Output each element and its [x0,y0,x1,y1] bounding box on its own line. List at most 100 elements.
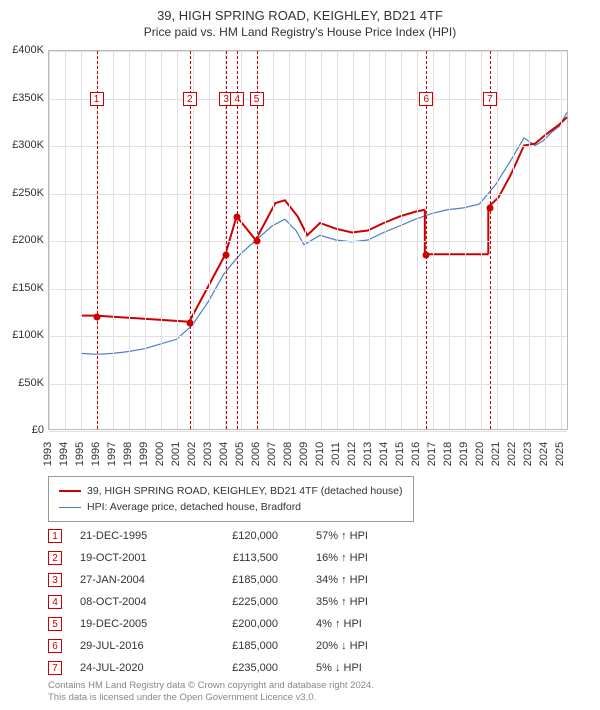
gridline-horizontal [49,431,567,432]
transaction-pct: 35% ↑ HPI [296,596,416,608]
transactions-table: 121-DEC-1995£120,00057% ↑ HPI 2 19-OCT-200… [48,525,416,679]
transaction-marker-box: 1 [90,92,104,106]
gridline-vertical [177,51,178,429]
transaction-date: 08-OCT-2004 [80,596,180,608]
gridline-vertical [209,51,210,429]
transaction-pct: 57% ↑ HPI [296,530,416,542]
legend-label: 39, HIGH SPRING ROAD, KEIGHLEY, BD21 4TF… [87,483,403,499]
transaction-marker-box: 5 [250,92,264,106]
transaction-pct: 4% ↑ HPI [296,618,416,630]
y-axis-tick-label: £400K [4,44,44,56]
x-axis-tick-label: 2025 [554,442,566,466]
x-axis-tick-label: 2008 [282,442,294,466]
gridline-vertical [465,51,466,429]
x-axis-tick-label: 1998 [122,442,134,466]
chart-subtitle: Price paid vs. HM Land Registry's House … [0,23,600,45]
transaction-pct: 34% ↑ HPI [296,574,416,586]
x-axis-tick-label: 2022 [506,442,518,466]
transaction-marker-line [226,51,227,429]
legend-item: HPI: Average price, detached house, Brad… [59,499,403,515]
x-axis-tick-label: 1994 [58,442,70,466]
transaction-row: 121-DEC-1995£120,00057% ↑ HPI [48,525,416,547]
transaction-marker-line [190,51,191,429]
gridline-vertical [113,51,114,429]
gridline-vertical [305,51,306,429]
legend: 39, HIGH SPRING ROAD, KEIGHLEY, BD21 4TF… [48,476,414,522]
transaction-pct: 20% ↓ HPI [296,640,416,652]
gridline-vertical [529,51,530,429]
transaction-price: £225,000 [198,596,278,608]
x-axis-tick-label: 2015 [394,442,406,466]
gridline-vertical [65,51,66,429]
x-axis-tick-label: 2001 [170,442,182,466]
transaction-price: £113,500 [198,552,278,564]
gridline-vertical [369,51,370,429]
transaction-marker-line [426,51,427,429]
x-axis-tick-label: 2009 [298,442,310,466]
gridline-vertical [497,51,498,429]
y-axis-tick-label: £250K [4,187,44,199]
transaction-marker-box: 6 [419,92,433,106]
transaction-index: 2 [48,551,62,565]
x-axis-tick-label: 2010 [314,442,326,466]
x-axis-tick-label: 2012 [346,442,358,466]
y-axis-tick-label: £200K [4,234,44,246]
gridline-vertical [241,51,242,429]
transaction-price: £185,000 [198,574,278,586]
legend-label: HPI: Average price, detached house, Brad… [87,499,301,515]
transaction-index: 5 [48,617,62,631]
gridline-vertical [401,51,402,429]
gridline-vertical [545,51,546,429]
x-axis-tick-label: 2023 [522,442,534,466]
x-axis-tick-label: 1993 [42,442,54,466]
legend-swatch [59,507,81,508]
gridline-vertical [449,51,450,429]
gridline-vertical [481,51,482,429]
gridline-vertical [417,51,418,429]
x-axis-tick-label: 2007 [266,442,278,466]
transaction-marker-line [490,51,491,429]
transaction-marker-box: 2 [183,92,197,106]
transaction-pct: 16% ↑ HPI [296,552,416,564]
transaction-row: 2 19-OCT-2001 £113,500 16% ↑ HPI [48,547,416,569]
transaction-date: 19-OCT-2001 [80,552,180,564]
y-axis-tick-label: £300K [4,139,44,151]
transaction-index: 4 [48,595,62,609]
gridline-vertical [193,51,194,429]
legend-item: 39, HIGH SPRING ROAD, KEIGHLEY, BD21 4TF… [59,483,403,499]
transaction-row: 327-JAN-2004£185,00034% ↑ HPI [48,569,416,591]
transaction-date: 19-DEC-2005 [80,618,180,630]
transaction-row: 629-JUL-2016£185,00020% ↓ HPI [48,635,416,657]
transaction-index: 3 [48,573,62,587]
x-axis-tick-label: 2013 [362,442,374,466]
x-axis-tick-label: 2004 [218,442,230,466]
gridline-vertical [513,51,514,429]
x-axis-tick-label: 1996 [90,442,102,466]
price-chart-container: 39, HIGH SPRING ROAD, KEIGHLEY, BD21 4TF… [0,0,600,710]
y-axis-tick-label: £150K [4,282,44,294]
gridline-vertical [129,51,130,429]
hpi-line [81,112,567,354]
transaction-marker-box: 4 [230,92,244,106]
transaction-row: 4 08-OCT-2004 £225,000 35% ↑ HPI [48,591,416,613]
transaction-index: 6 [48,639,62,653]
x-axis-tick-label: 2021 [490,442,502,466]
transaction-price: £235,000 [198,662,278,674]
x-axis-tick-label: 1997 [106,442,118,466]
chart-title: 39, HIGH SPRING ROAD, KEIGHLEY, BD21 4TF [0,0,600,23]
transaction-price: £200,000 [198,618,278,630]
x-axis-tick-label: 1999 [138,442,150,466]
x-axis-tick-label: 2000 [154,442,166,466]
x-axis-tick-label: 2011 [330,442,342,466]
price-paid-line [256,200,425,240]
transaction-price: £185,000 [198,640,278,652]
x-axis-tick-label: 2014 [378,442,390,466]
gridline-vertical [145,51,146,429]
transaction-index: 1 [48,529,62,543]
gridline-vertical [385,51,386,429]
gridline-vertical [561,51,562,429]
transaction-pct: 5% ↓ HPI [296,662,416,674]
gridline-vertical [433,51,434,429]
y-axis-tick-label: £100K [4,329,44,341]
y-axis-tick-label: £50K [4,377,44,389]
